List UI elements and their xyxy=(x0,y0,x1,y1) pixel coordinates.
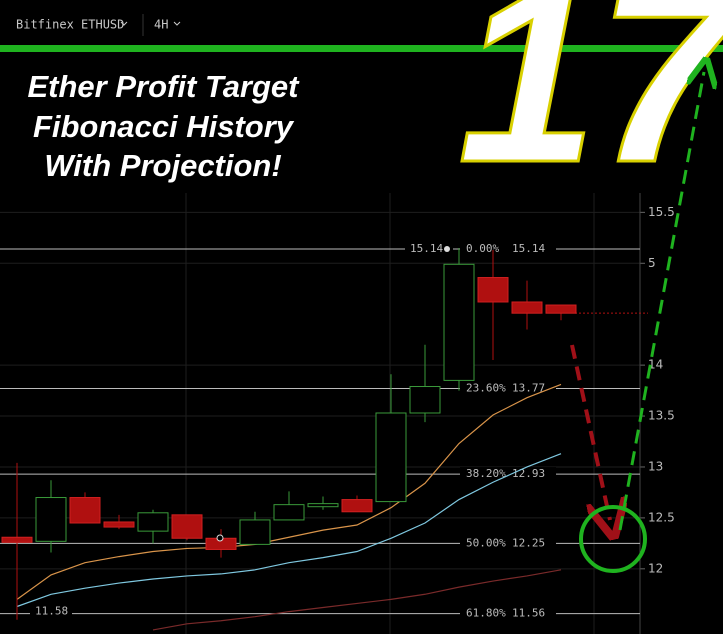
candle-body xyxy=(273,504,305,521)
high-label-bg xyxy=(405,242,453,257)
fib-label-bg xyxy=(460,242,556,257)
fib-label: 61.80% xyxy=(466,607,506,620)
fib-value: 15.14 xyxy=(512,242,545,255)
fib-value: 12.93 xyxy=(512,467,545,480)
ma-line xyxy=(16,383,562,600)
badge-number: 17 xyxy=(458,0,723,214)
fib-label-bg xyxy=(460,467,556,482)
candle-body xyxy=(443,263,475,381)
projection-up-arrow xyxy=(618,72,704,531)
candle-body xyxy=(171,514,203,539)
candle-body xyxy=(239,519,271,545)
y-tick-label: 12.5 xyxy=(648,510,675,524)
candle-body xyxy=(103,521,135,528)
ma-line xyxy=(152,569,562,631)
candle-body xyxy=(341,499,373,513)
symbol[interactable]: Bitfinex ETHUSD xyxy=(16,18,124,32)
candle-body xyxy=(545,304,577,314)
candle-body xyxy=(511,301,543,314)
fib-label-bg xyxy=(460,381,556,396)
candle-body xyxy=(137,512,169,532)
fib-label-bg xyxy=(460,606,556,621)
y-tick-label: 13 xyxy=(648,459,663,473)
candle-body xyxy=(375,412,407,503)
dropdown-icon xyxy=(173,21,181,26)
candle-body xyxy=(409,386,441,414)
title-line: Ether Profit Target xyxy=(28,69,301,104)
interval[interactable]: 4H xyxy=(154,18,168,32)
y-tick-label: 14 xyxy=(648,358,663,372)
fib-label: 23.60% xyxy=(466,382,506,395)
y-tick-label: 5 xyxy=(648,256,656,270)
fib-label: 0.00% xyxy=(466,242,499,255)
plot: 15.5 5 14 13.5 13 12.5 12 0.00% 15.14 23.60% 13.77… xyxy=(0,193,675,634)
candle-body xyxy=(35,497,67,542)
ma-line xyxy=(16,453,562,608)
dropdown-icon xyxy=(120,21,128,26)
fib-value: 11.56 xyxy=(512,607,545,620)
fib-value: 12.25 xyxy=(512,536,545,549)
title-line: Fibonacci History xyxy=(33,109,295,144)
y-tick-label: 15.5 xyxy=(648,205,675,219)
low-price-label: 11.58 xyxy=(35,605,68,618)
target-circle xyxy=(579,505,647,573)
candle-body xyxy=(1,536,33,543)
y-tick-label: 13.5 xyxy=(648,409,675,423)
fib-label-bg xyxy=(460,536,556,551)
candle-body xyxy=(69,497,101,524)
projection-down-arrow xyxy=(570,344,610,520)
fib-label: 50.00% xyxy=(466,536,506,549)
low-marker xyxy=(216,534,224,542)
high-price-label: 15.14 xyxy=(410,242,443,255)
fib-label: 38.20% xyxy=(466,467,506,480)
y-tick-label: 12 xyxy=(648,561,663,575)
low-label-bg xyxy=(30,604,72,619)
candle-body xyxy=(477,277,509,303)
fib-value: 13.77 xyxy=(512,382,545,395)
green-banner-line xyxy=(0,45,723,52)
title-line: With Projection! xyxy=(44,148,281,183)
candle-body xyxy=(307,503,339,508)
high-marker xyxy=(444,246,450,253)
